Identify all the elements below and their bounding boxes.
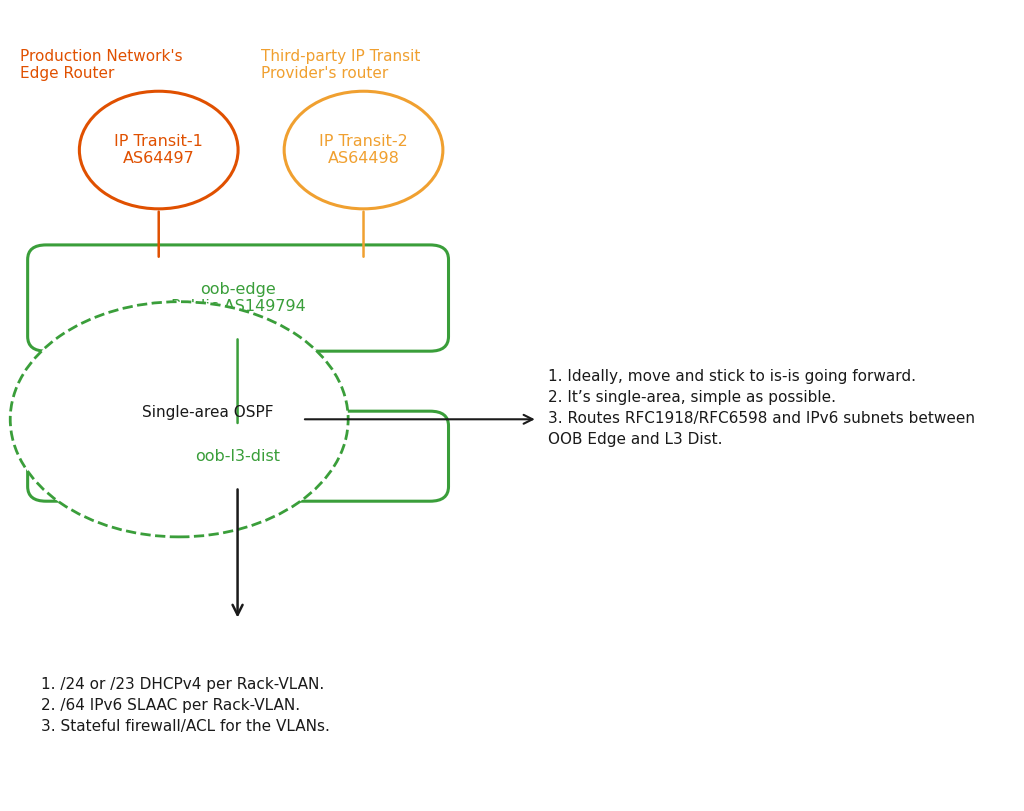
Text: 1. /24 or /23 DHCPv4 per Rack-VLAN.
2. /64 IPv6 SLAAC per Rack-VLAN.
3. Stateful: 1. /24 or /23 DHCPv4 per Rack-VLAN. 2. /… xyxy=(41,677,330,734)
Text: Third-party IP Transit
Provider's router: Third-party IP Transit Provider's router xyxy=(261,49,421,81)
FancyBboxPatch shape xyxy=(28,411,449,501)
Ellipse shape xyxy=(284,92,443,209)
Text: 1. Ideally, move and stick to is-is going forward.
2. It’s single-area, simple a: 1. Ideally, move and stick to is-is goin… xyxy=(548,369,975,447)
Ellipse shape xyxy=(80,92,238,209)
Text: Production Network's
Edge Router: Production Network's Edge Router xyxy=(20,49,183,81)
Text: IP Transit-1
AS64497: IP Transit-1 AS64497 xyxy=(115,134,203,166)
Text: IP Transit-2
AS64498: IP Transit-2 AS64498 xyxy=(319,134,408,166)
Text: oob-edge
Public AS149794: oob-edge Public AS149794 xyxy=(171,282,305,314)
Text: Single-area OSPF: Single-area OSPF xyxy=(142,406,273,420)
FancyBboxPatch shape xyxy=(28,245,449,351)
Ellipse shape xyxy=(10,302,348,537)
Text: oob-l3-dist: oob-l3-dist xyxy=(196,448,281,464)
